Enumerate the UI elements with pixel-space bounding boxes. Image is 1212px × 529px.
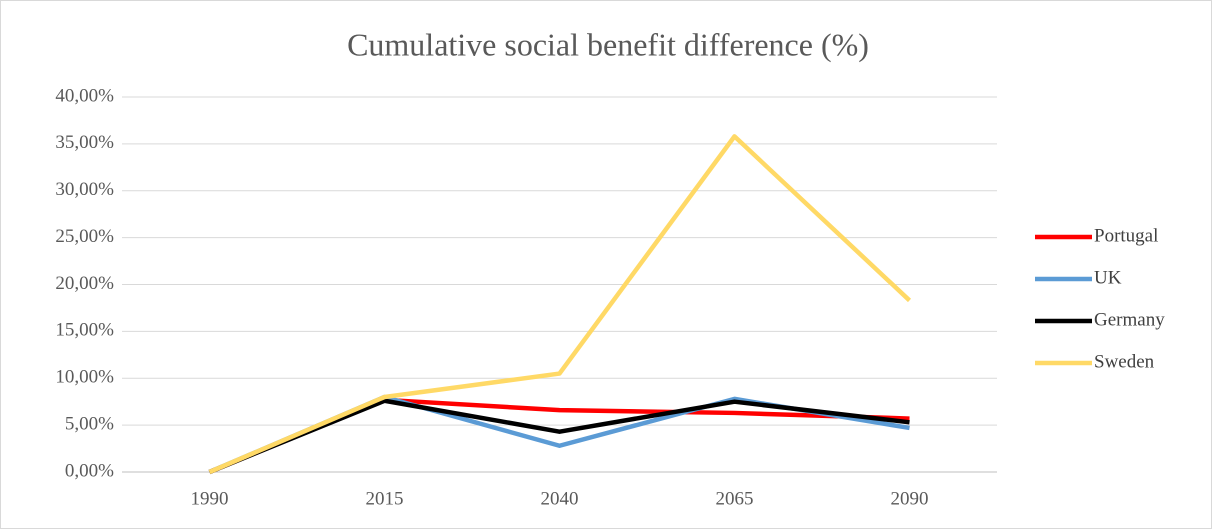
series-line (208, 134, 912, 475)
x-tick-label: 2040 (541, 488, 579, 509)
y-tick-label: 5,00% (65, 413, 114, 434)
x-tick-label: 2015 (366, 488, 404, 509)
legend-text: UK (1094, 267, 1122, 288)
y-tick-label: 35,00% (55, 132, 114, 153)
series-line (208, 398, 910, 475)
legend-text: Sweden (1094, 351, 1155, 372)
x-tick-label: 1990 (191, 488, 229, 509)
y-tick-label: 10,00% (55, 367, 114, 388)
legend-text: Germany (1094, 309, 1165, 330)
chart-title: Cumulative social benefit difference (%) (347, 26, 869, 62)
y-tick-label: 30,00% (55, 179, 114, 200)
y-tick-label: 20,00% (55, 273, 114, 294)
x-tick-label: 2090 (891, 488, 929, 509)
x-tick-label: 2065 (716, 488, 754, 509)
y-tick-label: 25,00% (55, 226, 114, 247)
y-tick-label: 0,00% (65, 460, 114, 481)
y-tick-label: 15,00% (55, 320, 114, 341)
y-tick-label: 40,00% (55, 85, 114, 106)
legend-text: Portugal (1094, 225, 1158, 246)
